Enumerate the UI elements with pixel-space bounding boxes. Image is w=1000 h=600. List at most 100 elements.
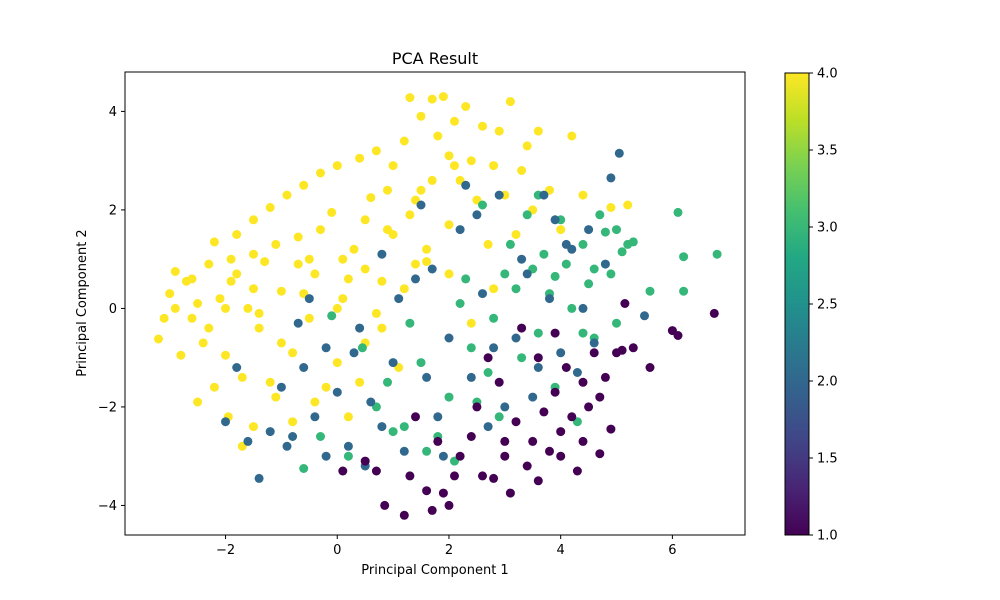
scatter-point xyxy=(249,249,258,259)
scatter-point xyxy=(159,313,169,323)
scatter-point xyxy=(709,308,719,318)
scatter-point xyxy=(187,313,197,323)
y-axis-label: Principal Component 2 xyxy=(75,229,90,376)
x-tick-label: 0 xyxy=(333,543,341,558)
scatter-point xyxy=(578,328,588,338)
scatter-point xyxy=(517,166,527,175)
x-tick-label: 6 xyxy=(668,543,676,558)
scatter-point xyxy=(198,338,208,348)
scatter-point xyxy=(620,299,630,308)
scatter-point xyxy=(584,402,594,412)
scatter-point xyxy=(349,348,359,358)
scatter-point xyxy=(343,451,353,461)
scatter-point xyxy=(299,180,309,190)
scatter-point xyxy=(371,466,381,476)
scatter-point xyxy=(539,249,549,259)
scatter-point xyxy=(209,382,219,392)
y-tick-label: −2 xyxy=(98,400,117,415)
scatter-point xyxy=(595,210,605,220)
scatter-point xyxy=(355,153,365,163)
scatter-point xyxy=(276,338,286,348)
scatter-point xyxy=(271,392,281,402)
scatter-point xyxy=(489,161,499,171)
scatter-point xyxy=(293,259,303,269)
scatter-point xyxy=(422,257,432,267)
scatter-point xyxy=(433,436,443,446)
colorbar xyxy=(785,73,809,535)
scatter-point xyxy=(388,427,398,437)
scatter-point xyxy=(254,308,264,318)
scatter-point xyxy=(556,348,566,358)
scatter-point xyxy=(327,207,337,217)
y-tick-label: 0 xyxy=(109,302,117,317)
scatter-point xyxy=(461,180,471,190)
scatter-point xyxy=(550,387,560,397)
scatter-point xyxy=(606,424,616,434)
scatter-point xyxy=(282,190,292,200)
scatter-point xyxy=(628,343,638,353)
scatter-point xyxy=(444,392,454,402)
scatter-point xyxy=(438,92,448,102)
scatter-point xyxy=(388,161,398,171)
scatter-point xyxy=(422,244,432,254)
scatter-point xyxy=(606,269,616,279)
scatter-point xyxy=(572,466,582,476)
scatter-point xyxy=(584,279,594,289)
scatter-point xyxy=(399,284,409,294)
scatter-point xyxy=(360,215,370,225)
scatter-point xyxy=(472,402,482,412)
colorbar-tick-label: 3.0 xyxy=(817,221,838,236)
scatter-point xyxy=(271,239,281,249)
scatter-point xyxy=(450,161,459,171)
scatter-point xyxy=(444,269,454,279)
scatter-point xyxy=(494,126,504,136)
scatter-point xyxy=(539,407,549,417)
scatter-point xyxy=(343,412,353,422)
scatter-point xyxy=(556,427,566,437)
scatter-point xyxy=(478,200,487,210)
scatter-point xyxy=(511,230,521,239)
scatter-point xyxy=(187,274,197,284)
scatter-point xyxy=(550,328,560,338)
scatter-point xyxy=(316,225,325,235)
scatter-point xyxy=(416,111,426,121)
scatter-point xyxy=(466,343,476,353)
scatter-point xyxy=(478,471,487,481)
scatter-point xyxy=(472,210,482,220)
scatter-point xyxy=(310,269,320,279)
scatter-point xyxy=(276,382,286,392)
scatter-point xyxy=(321,451,331,461)
scatter-point xyxy=(483,353,493,363)
scatter-point xyxy=(522,269,532,279)
scatter-point xyxy=(444,151,454,161)
scatter-point xyxy=(338,294,348,304)
scatter-point xyxy=(343,274,353,284)
scatter-point xyxy=(612,225,621,235)
scatter-point xyxy=(494,190,504,200)
scatter-point xyxy=(533,353,543,363)
scatter-point xyxy=(640,311,649,321)
chart-title: PCA Result xyxy=(392,49,478,68)
scatter-point xyxy=(567,412,577,422)
colorbar-tick-label: 2.5 xyxy=(817,298,838,313)
scatter-point xyxy=(416,185,426,195)
scatter-point xyxy=(572,368,582,377)
scatter-point xyxy=(505,97,515,107)
scatter-point xyxy=(617,345,627,355)
scatter-point xyxy=(528,436,538,446)
scatter-point xyxy=(628,237,638,247)
scatter-point xyxy=(327,311,337,321)
scatter-point xyxy=(357,343,367,353)
scatter-point xyxy=(360,264,370,274)
scatter-point xyxy=(321,343,331,353)
scatter-point xyxy=(623,200,633,210)
scatter-point xyxy=(545,294,554,304)
scatter-point xyxy=(550,271,560,281)
scatter-point xyxy=(589,264,599,274)
scatter-point xyxy=(371,308,381,318)
scatter-point xyxy=(422,486,432,496)
scatter-point xyxy=(371,146,381,156)
scatter-point xyxy=(438,451,448,461)
scatter-point xyxy=(612,318,621,328)
scatter-point xyxy=(265,427,275,437)
